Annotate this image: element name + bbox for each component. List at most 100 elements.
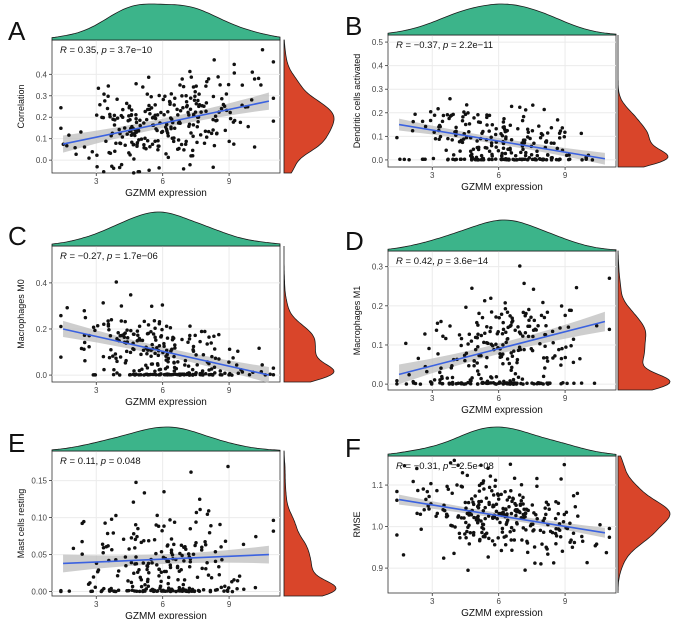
scatter-point bbox=[111, 531, 116, 535]
scatter-point bbox=[178, 551, 182, 556]
scatter-point bbox=[138, 575, 143, 580]
scatter-point bbox=[165, 336, 170, 340]
scatter-point bbox=[220, 97, 224, 101]
scatter-point bbox=[494, 502, 499, 507]
scatter-point bbox=[535, 476, 539, 481]
y-axis-title: Correlation bbox=[16, 84, 26, 128]
scatter-point bbox=[196, 588, 201, 593]
scatter-point bbox=[547, 507, 551, 511]
chart-panel-c: C R = −0.27, p = 1.7e−06 3 6 9 0.0 0.2 0.4 GZMM … bbox=[8, 211, 335, 408]
scatter-point bbox=[507, 495, 512, 499]
scatter-point bbox=[154, 338, 158, 342]
scatter-point bbox=[568, 521, 572, 525]
scatter-point bbox=[225, 588, 230, 593]
x-tick-label: 3 bbox=[430, 171, 435, 180]
scatter-point bbox=[395, 489, 399, 494]
scatter-point bbox=[496, 536, 500, 540]
scatter-point bbox=[67, 589, 72, 593]
scatter-point bbox=[489, 310, 494, 314]
scatter-point bbox=[89, 589, 93, 594]
scatter-point bbox=[132, 571, 136, 576]
scatter-point bbox=[156, 353, 161, 358]
scatter-point bbox=[256, 76, 261, 81]
scatter-point bbox=[271, 373, 276, 377]
scatter-point bbox=[539, 562, 543, 566]
scatter-point bbox=[189, 131, 193, 135]
scatter-point bbox=[159, 335, 163, 339]
scatter-point bbox=[522, 141, 527, 145]
scatter-point bbox=[91, 325, 96, 329]
scatter-point bbox=[499, 312, 504, 316]
data-points bbox=[59, 280, 276, 377]
scatter-point bbox=[435, 488, 439, 493]
scatter-point bbox=[416, 488, 420, 493]
scatter-point bbox=[560, 346, 564, 351]
scatter-point bbox=[157, 144, 161, 148]
scatter-point bbox=[204, 135, 209, 139]
scatter-point bbox=[512, 158, 517, 162]
scatter-point bbox=[469, 497, 474, 501]
scatter-point bbox=[562, 512, 567, 517]
scatter-point bbox=[508, 324, 512, 328]
scatter-point bbox=[395, 533, 399, 537]
scatter-point bbox=[172, 126, 177, 130]
scatter-point bbox=[465, 529, 469, 534]
x-tick-label: 3 bbox=[430, 394, 435, 403]
scatter-point bbox=[504, 135, 508, 139]
scatter-point bbox=[180, 337, 184, 342]
scatter-point bbox=[464, 305, 468, 309]
scatter-point bbox=[531, 287, 536, 292]
scatter-point bbox=[184, 589, 188, 593]
scatter-point bbox=[455, 483, 459, 487]
data-points bbox=[395, 96, 595, 162]
scatter-point bbox=[162, 341, 166, 346]
scatter-point bbox=[521, 526, 526, 530]
scatter-point bbox=[432, 378, 437, 382]
scatter-point bbox=[106, 544, 110, 548]
scatter-point bbox=[217, 357, 221, 361]
scatter-point bbox=[149, 354, 153, 359]
scatter-point bbox=[395, 498, 399, 503]
scatter-point bbox=[464, 103, 469, 107]
scatter-point bbox=[541, 530, 546, 534]
scatter-point bbox=[175, 107, 179, 112]
scatter-point bbox=[155, 346, 159, 350]
scatter-point bbox=[212, 58, 216, 62]
y-tick-label: 0.4 bbox=[36, 70, 48, 79]
scatter-point bbox=[566, 157, 571, 162]
scatter-point bbox=[458, 149, 462, 153]
scatter-point bbox=[271, 119, 276, 123]
scatter-point bbox=[107, 355, 112, 360]
scatter-point bbox=[227, 360, 231, 364]
scatter-point bbox=[522, 347, 526, 352]
scatter-point bbox=[523, 157, 527, 161]
scatter-point bbox=[445, 484, 449, 489]
y-tick-label: 0.4 bbox=[36, 279, 48, 288]
scatter-point bbox=[565, 381, 569, 386]
scatter-point bbox=[478, 120, 483, 125]
scatter-point bbox=[538, 136, 543, 140]
scatter-point bbox=[476, 514, 480, 519]
scatter-point bbox=[163, 366, 168, 371]
scatter-point bbox=[486, 466, 490, 470]
y-density-curve bbox=[617, 250, 671, 391]
scatter-point bbox=[498, 352, 502, 356]
scatter-point bbox=[530, 503, 535, 507]
scatter-point bbox=[533, 561, 537, 565]
x-tick-label: 3 bbox=[94, 600, 99, 609]
scatter-point bbox=[485, 325, 489, 329]
x-tick-label: 6 bbox=[160, 177, 165, 186]
scatter-point bbox=[59, 588, 63, 593]
scatter-point bbox=[479, 333, 484, 338]
scatter-point bbox=[476, 506, 481, 510]
scatter-point bbox=[134, 120, 139, 125]
scatter-point bbox=[166, 559, 171, 564]
scatter-point bbox=[114, 356, 118, 361]
scatter-point bbox=[73, 145, 77, 150]
scatter-point bbox=[152, 319, 157, 323]
scatter-point bbox=[496, 329, 500, 334]
scatter-point bbox=[496, 149, 501, 153]
scatter-point bbox=[499, 354, 504, 359]
scatter-point bbox=[74, 152, 78, 157]
scatter-point bbox=[214, 118, 218, 123]
